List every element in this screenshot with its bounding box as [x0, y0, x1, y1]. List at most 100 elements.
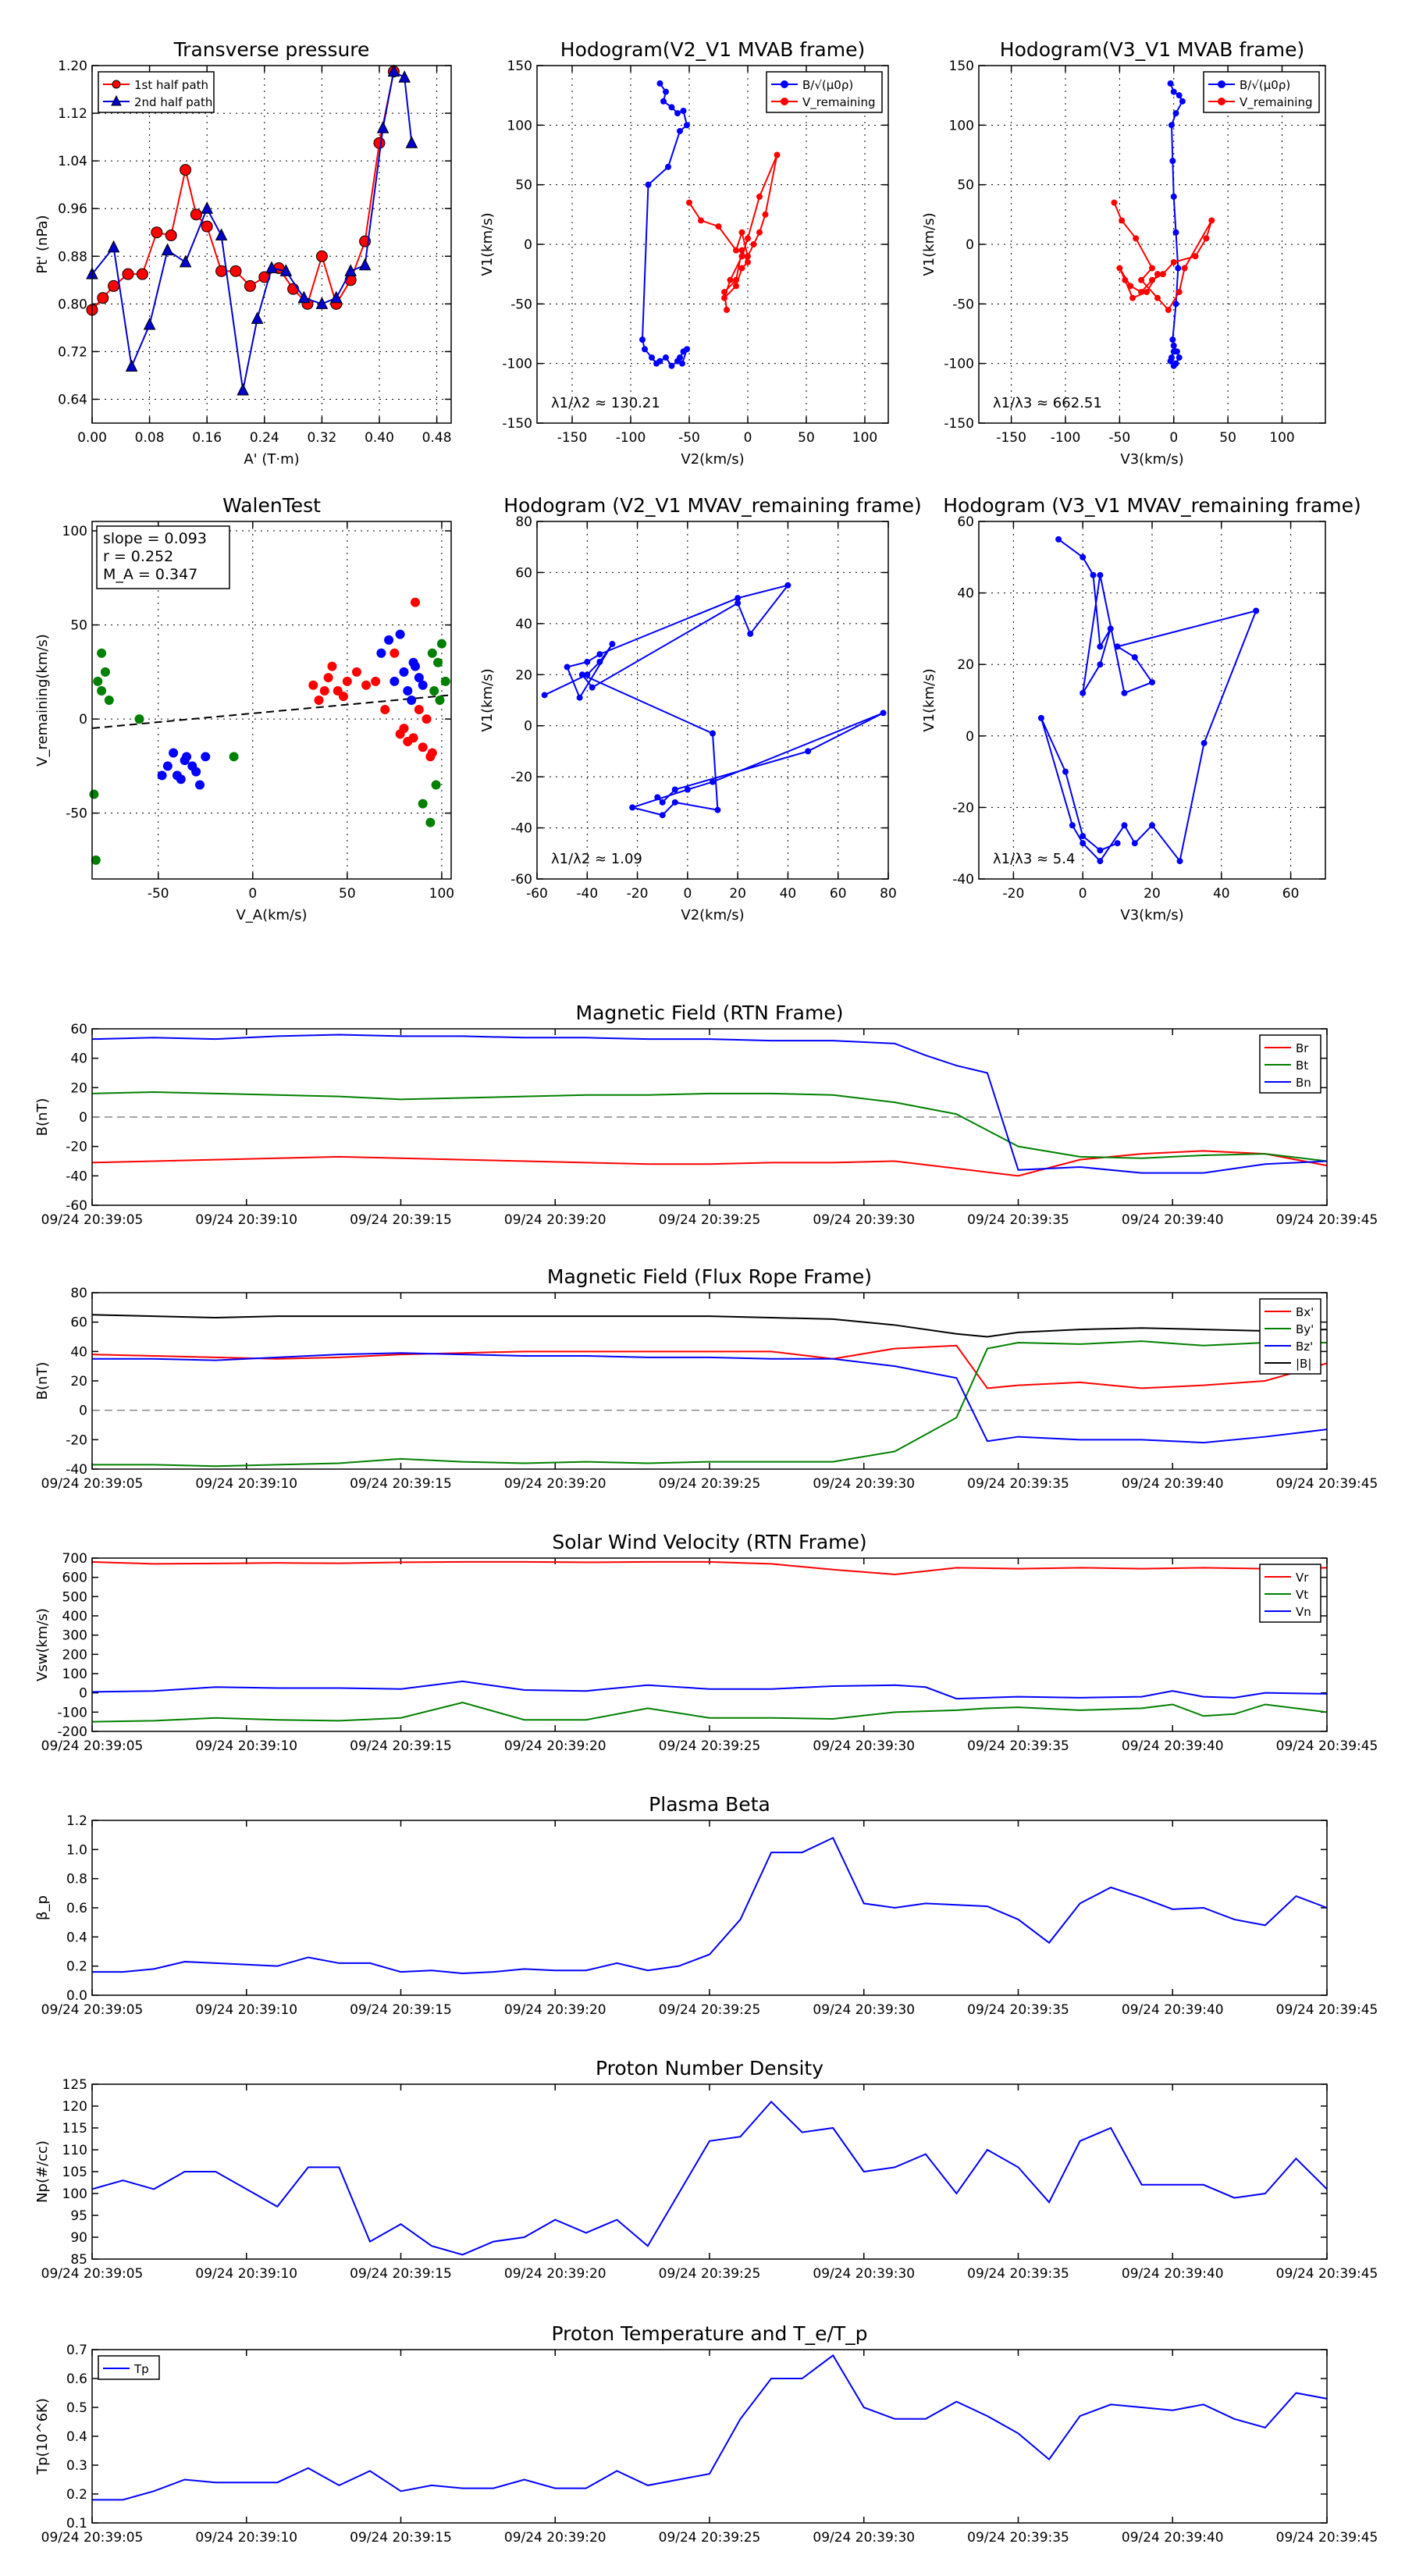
- plot-frame: [91, 2349, 1328, 2524]
- data-point: [1097, 643, 1104, 650]
- x-tick-label: 09/24 20:39:25: [659, 1212, 761, 1228]
- legend-marker: [781, 98, 788, 105]
- series-line: [92, 1340, 1327, 1468]
- data-point: [1176, 92, 1183, 99]
- data-point: [427, 648, 437, 658]
- y-axis-label: V1(km/s): [921, 212, 937, 276]
- y-tick-label: 300: [62, 1628, 87, 1644]
- series-line: [1113, 202, 1213, 311]
- series-B/√(μ0ρ): [639, 80, 690, 369]
- data-point: [665, 163, 671, 170]
- plot-frame: [91, 1292, 1328, 1470]
- legend-label: B/√(μ0ρ): [1240, 78, 1290, 92]
- legend: Tp: [98, 2355, 160, 2380]
- x-tick-label: 09/24 20:39:30: [813, 1476, 915, 1492]
- chart-title: Hodogram(V3_V1 MVAB frame): [1000, 38, 1304, 61]
- data-point: [671, 799, 678, 806]
- x-tick-label: -150: [557, 430, 588, 446]
- data-point: [190, 208, 202, 221]
- x-tick-label: -20: [1003, 886, 1025, 902]
- grid-lines: [91, 65, 451, 423]
- data-point: [344, 264, 357, 276]
- eigenvalue-ratio-text: λ1/λ3 ≈ 662.51: [993, 395, 1102, 411]
- x-tick-label: 50: [798, 430, 815, 446]
- series-line: [91, 1150, 1328, 1177]
- data-point: [1111, 199, 1118, 206]
- data-point: [1176, 354, 1183, 361]
- x-axis-label: A' (T·m): [244, 451, 299, 468]
- x-tick-label: 09/24 20:39:25: [659, 2002, 761, 2018]
- y-tick-label: 60: [957, 514, 974, 530]
- data-point: [735, 600, 742, 607]
- data-point: [1168, 354, 1175, 361]
- plot-frame: [536, 521, 889, 880]
- series-line: [92, 1837, 1328, 1975]
- data-point: [371, 676, 381, 686]
- y-tick-label: 0.88: [58, 249, 87, 265]
- data-point: [229, 265, 242, 277]
- data-point: [215, 228, 228, 241]
- y-tick-label: -100: [502, 357, 532, 372]
- data-point: [395, 629, 405, 639]
- series-Bx': [91, 1344, 1328, 1389]
- data-point: [1037, 714, 1044, 721]
- series-line: [92, 1352, 1328, 1444]
- y-axis-label: Tp(10^6K): [34, 2398, 51, 2475]
- grid-lines: [536, 521, 889, 880]
- data-point: [1097, 571, 1104, 578]
- y-tick-label: 125: [62, 2077, 87, 2093]
- data-point: [1181, 265, 1188, 272]
- y-tick-label: 700: [62, 1551, 87, 1567]
- stats-text: M_A = 0.347: [103, 566, 197, 583]
- data-point: [169, 748, 179, 758]
- data-point: [1149, 276, 1155, 283]
- legend-label: B/√(μ0ρ): [802, 78, 853, 92]
- data-point: [162, 761, 173, 771]
- x-tick-label: 0.00: [77, 430, 107, 446]
- eigenvalue-ratio-text: λ1/λ2 ≈ 130.21: [551, 395, 660, 411]
- data-point: [425, 817, 436, 827]
- legend-label: 1st half path: [134, 78, 208, 92]
- chart-panel-7: Magnetic Field (Flux Rope Frame) -40 -20 0 2…: [34, 1265, 1378, 1492]
- x-tick-label: 0.24: [250, 430, 279, 446]
- x-tick-label: 09/24 20:39:20: [504, 2266, 606, 2282]
- data-point: [659, 799, 666, 806]
- y-tick-label: 0.6: [66, 2371, 87, 2387]
- data-point: [663, 354, 669, 361]
- data-point: [389, 648, 400, 658]
- data-point: [656, 358, 663, 365]
- data-point: [279, 264, 293, 276]
- y-tick-label: 80: [70, 1286, 87, 1301]
- chart-panel-2: Hodogram(V3_V1 MVAB frame) -150 -100 -50 0 50…: [921, 38, 1326, 468]
- data-point: [179, 254, 192, 268]
- x-tick-label: 09/24 20:39:10: [195, 2266, 297, 2282]
- data-point: [425, 752, 436, 762]
- x-tick-label: 09/24 20:39:35: [967, 1212, 1069, 1228]
- data-point: [710, 730, 716, 737]
- y-tick-label: -100: [57, 1705, 87, 1720]
- y-tick-label: 0: [79, 712, 87, 728]
- y-tick-label: -100: [944, 357, 974, 372]
- data-point: [1090, 571, 1097, 578]
- chart-panel-11: Proton Temperature and T_e/T_p 0.1 0.2 0.3 0…: [34, 2322, 1378, 2546]
- y-tick-label: 0.96: [58, 201, 87, 217]
- data-point: [698, 217, 704, 224]
- data-point: [97, 292, 109, 304]
- data-point: [104, 696, 114, 705]
- y-tick-label: 20: [70, 1080, 87, 1096]
- x-tick-label: 60: [1282, 886, 1300, 902]
- plot-frame: [536, 65, 889, 424]
- data-point: [684, 122, 690, 129]
- series-B/√(μ0ρ): [1167, 80, 1186, 369]
- y-tick-label: 40: [515, 617, 532, 632]
- series-line: [91, 2100, 1328, 2256]
- data-point: [229, 752, 239, 762]
- data-point: [1121, 689, 1128, 696]
- series-line: [91, 1680, 1328, 1700]
- y-tick-label: 0: [79, 1686, 87, 1702]
- y-tick-label: 0.8: [66, 1872, 87, 1888]
- y-axis-label: B(nT): [34, 1098, 51, 1137]
- data-point: [677, 354, 683, 361]
- y-tick-label: 1.2: [66, 1813, 87, 1829]
- series-green: [89, 639, 450, 865]
